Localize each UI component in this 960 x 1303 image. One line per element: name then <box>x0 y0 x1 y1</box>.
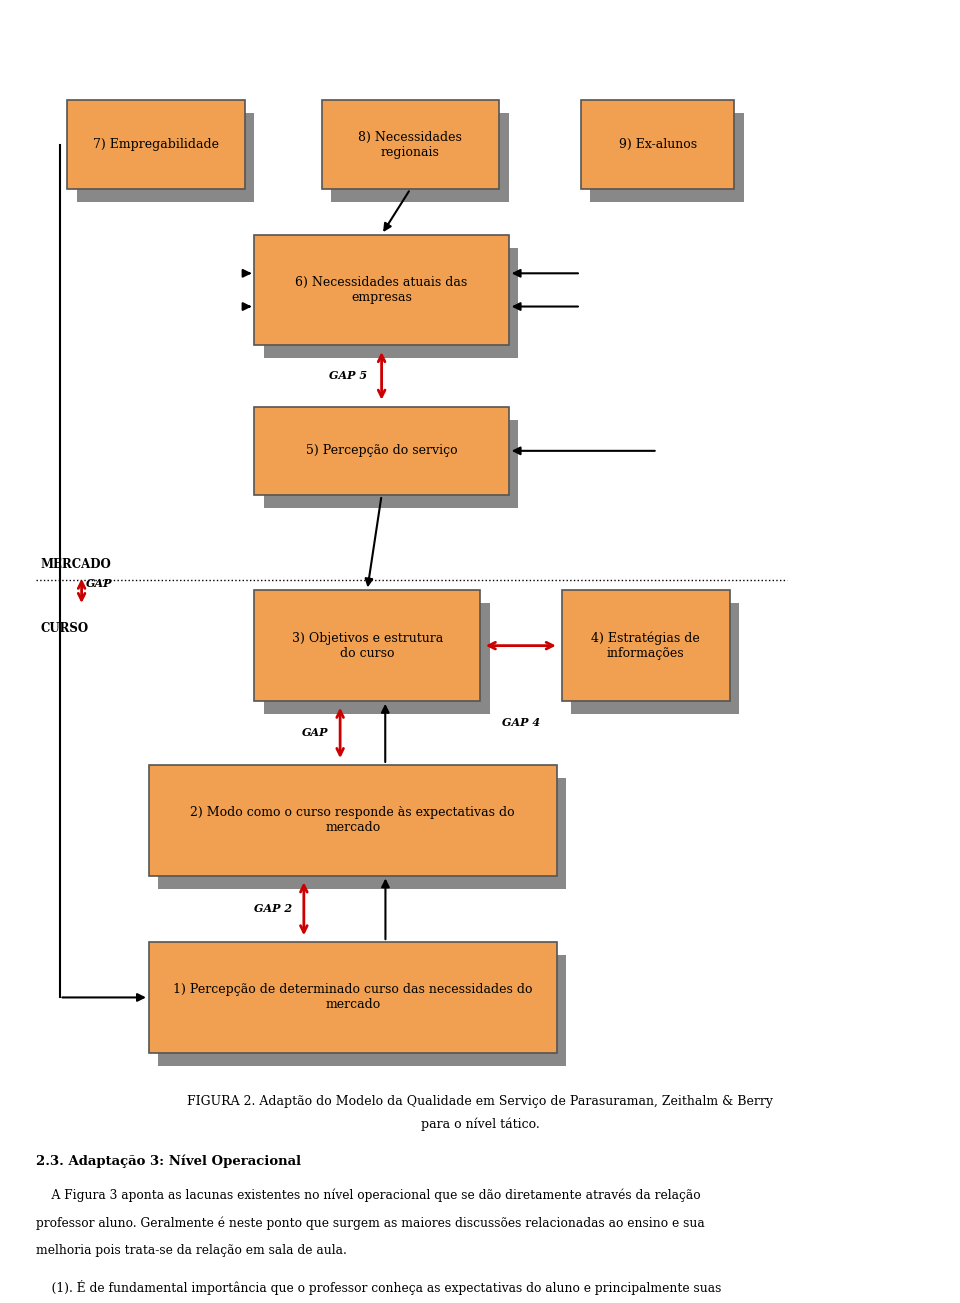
Text: 3) Objetivos e estrutura
do curso: 3) Objetivos e estrutura do curso <box>292 632 443 659</box>
Text: GAP 4: GAP 4 <box>502 717 540 727</box>
Text: 8) Necessidades
regionais: 8) Necessidades regionais <box>358 130 463 159</box>
FancyBboxPatch shape <box>571 603 739 714</box>
Text: GAP: GAP <box>302 727 328 739</box>
Text: A Figura 3 aponta as lacunas existentes no nível operacional que se dão diretame: A Figura 3 aponta as lacunas existentes … <box>36 1188 701 1201</box>
Text: 5) Percepção do serviço: 5) Percepção do serviço <box>306 444 457 457</box>
FancyBboxPatch shape <box>590 113 744 202</box>
FancyBboxPatch shape <box>581 100 734 189</box>
Text: 2.3. Adaptação 3: Nível Operacional: 2.3. Adaptação 3: Nível Operacional <box>36 1154 301 1167</box>
FancyBboxPatch shape <box>331 113 509 202</box>
Text: 4) Estratégias de
informações: 4) Estratégias de informações <box>591 632 700 659</box>
Text: 2) Modo como o curso responde às expectativas do
mercado: 2) Modo como o curso responde às expecta… <box>190 807 516 834</box>
Text: 6) Necessidades atuais das
empresas: 6) Necessidades atuais das empresas <box>296 276 468 304</box>
FancyBboxPatch shape <box>254 590 480 701</box>
Text: GAP: GAP <box>86 577 113 589</box>
Text: para o nível tático.: para o nível tático. <box>420 1118 540 1131</box>
FancyBboxPatch shape <box>562 590 730 701</box>
FancyBboxPatch shape <box>77 113 254 202</box>
Text: 7) Empregabilidade: 7) Empregabilidade <box>93 138 219 151</box>
FancyBboxPatch shape <box>67 100 245 189</box>
FancyBboxPatch shape <box>264 248 518 358</box>
Text: MERCADO: MERCADO <box>40 558 111 571</box>
Text: melhoria pois trata-se da relação em sala de aula.: melhoria pois trata-se da relação em sal… <box>36 1244 348 1257</box>
Text: 1) Percepção de determinado curso das necessidades do
mercado: 1) Percepção de determinado curso das ne… <box>173 984 533 1011</box>
FancyBboxPatch shape <box>158 778 566 889</box>
Text: (1). É de fundamental importância que o professor conheça as expectativas do alu: (1). É de fundamental importância que o … <box>36 1280 722 1295</box>
Text: GAP 5: GAP 5 <box>329 370 367 382</box>
Text: FIGURA 2. Adaptão do Modelo da Qualidade em Serviço de Parasuraman, Zeithalm & B: FIGURA 2. Adaptão do Modelo da Qualidade… <box>187 1095 773 1108</box>
FancyBboxPatch shape <box>322 100 499 189</box>
FancyBboxPatch shape <box>254 235 509 345</box>
FancyBboxPatch shape <box>254 407 509 495</box>
Text: GAP 2: GAP 2 <box>254 903 292 915</box>
FancyBboxPatch shape <box>149 765 557 876</box>
Text: professor aluno. Geralmente é neste ponto que surgem as maiores discussões relac: professor aluno. Geralmente é neste pont… <box>36 1217 706 1230</box>
Text: 9) Ex-alunos: 9) Ex-alunos <box>618 138 697 151</box>
FancyBboxPatch shape <box>264 420 518 508</box>
FancyBboxPatch shape <box>149 942 557 1053</box>
FancyBboxPatch shape <box>264 603 490 714</box>
FancyBboxPatch shape <box>158 955 566 1066</box>
Text: CURSO: CURSO <box>40 622 88 635</box>
